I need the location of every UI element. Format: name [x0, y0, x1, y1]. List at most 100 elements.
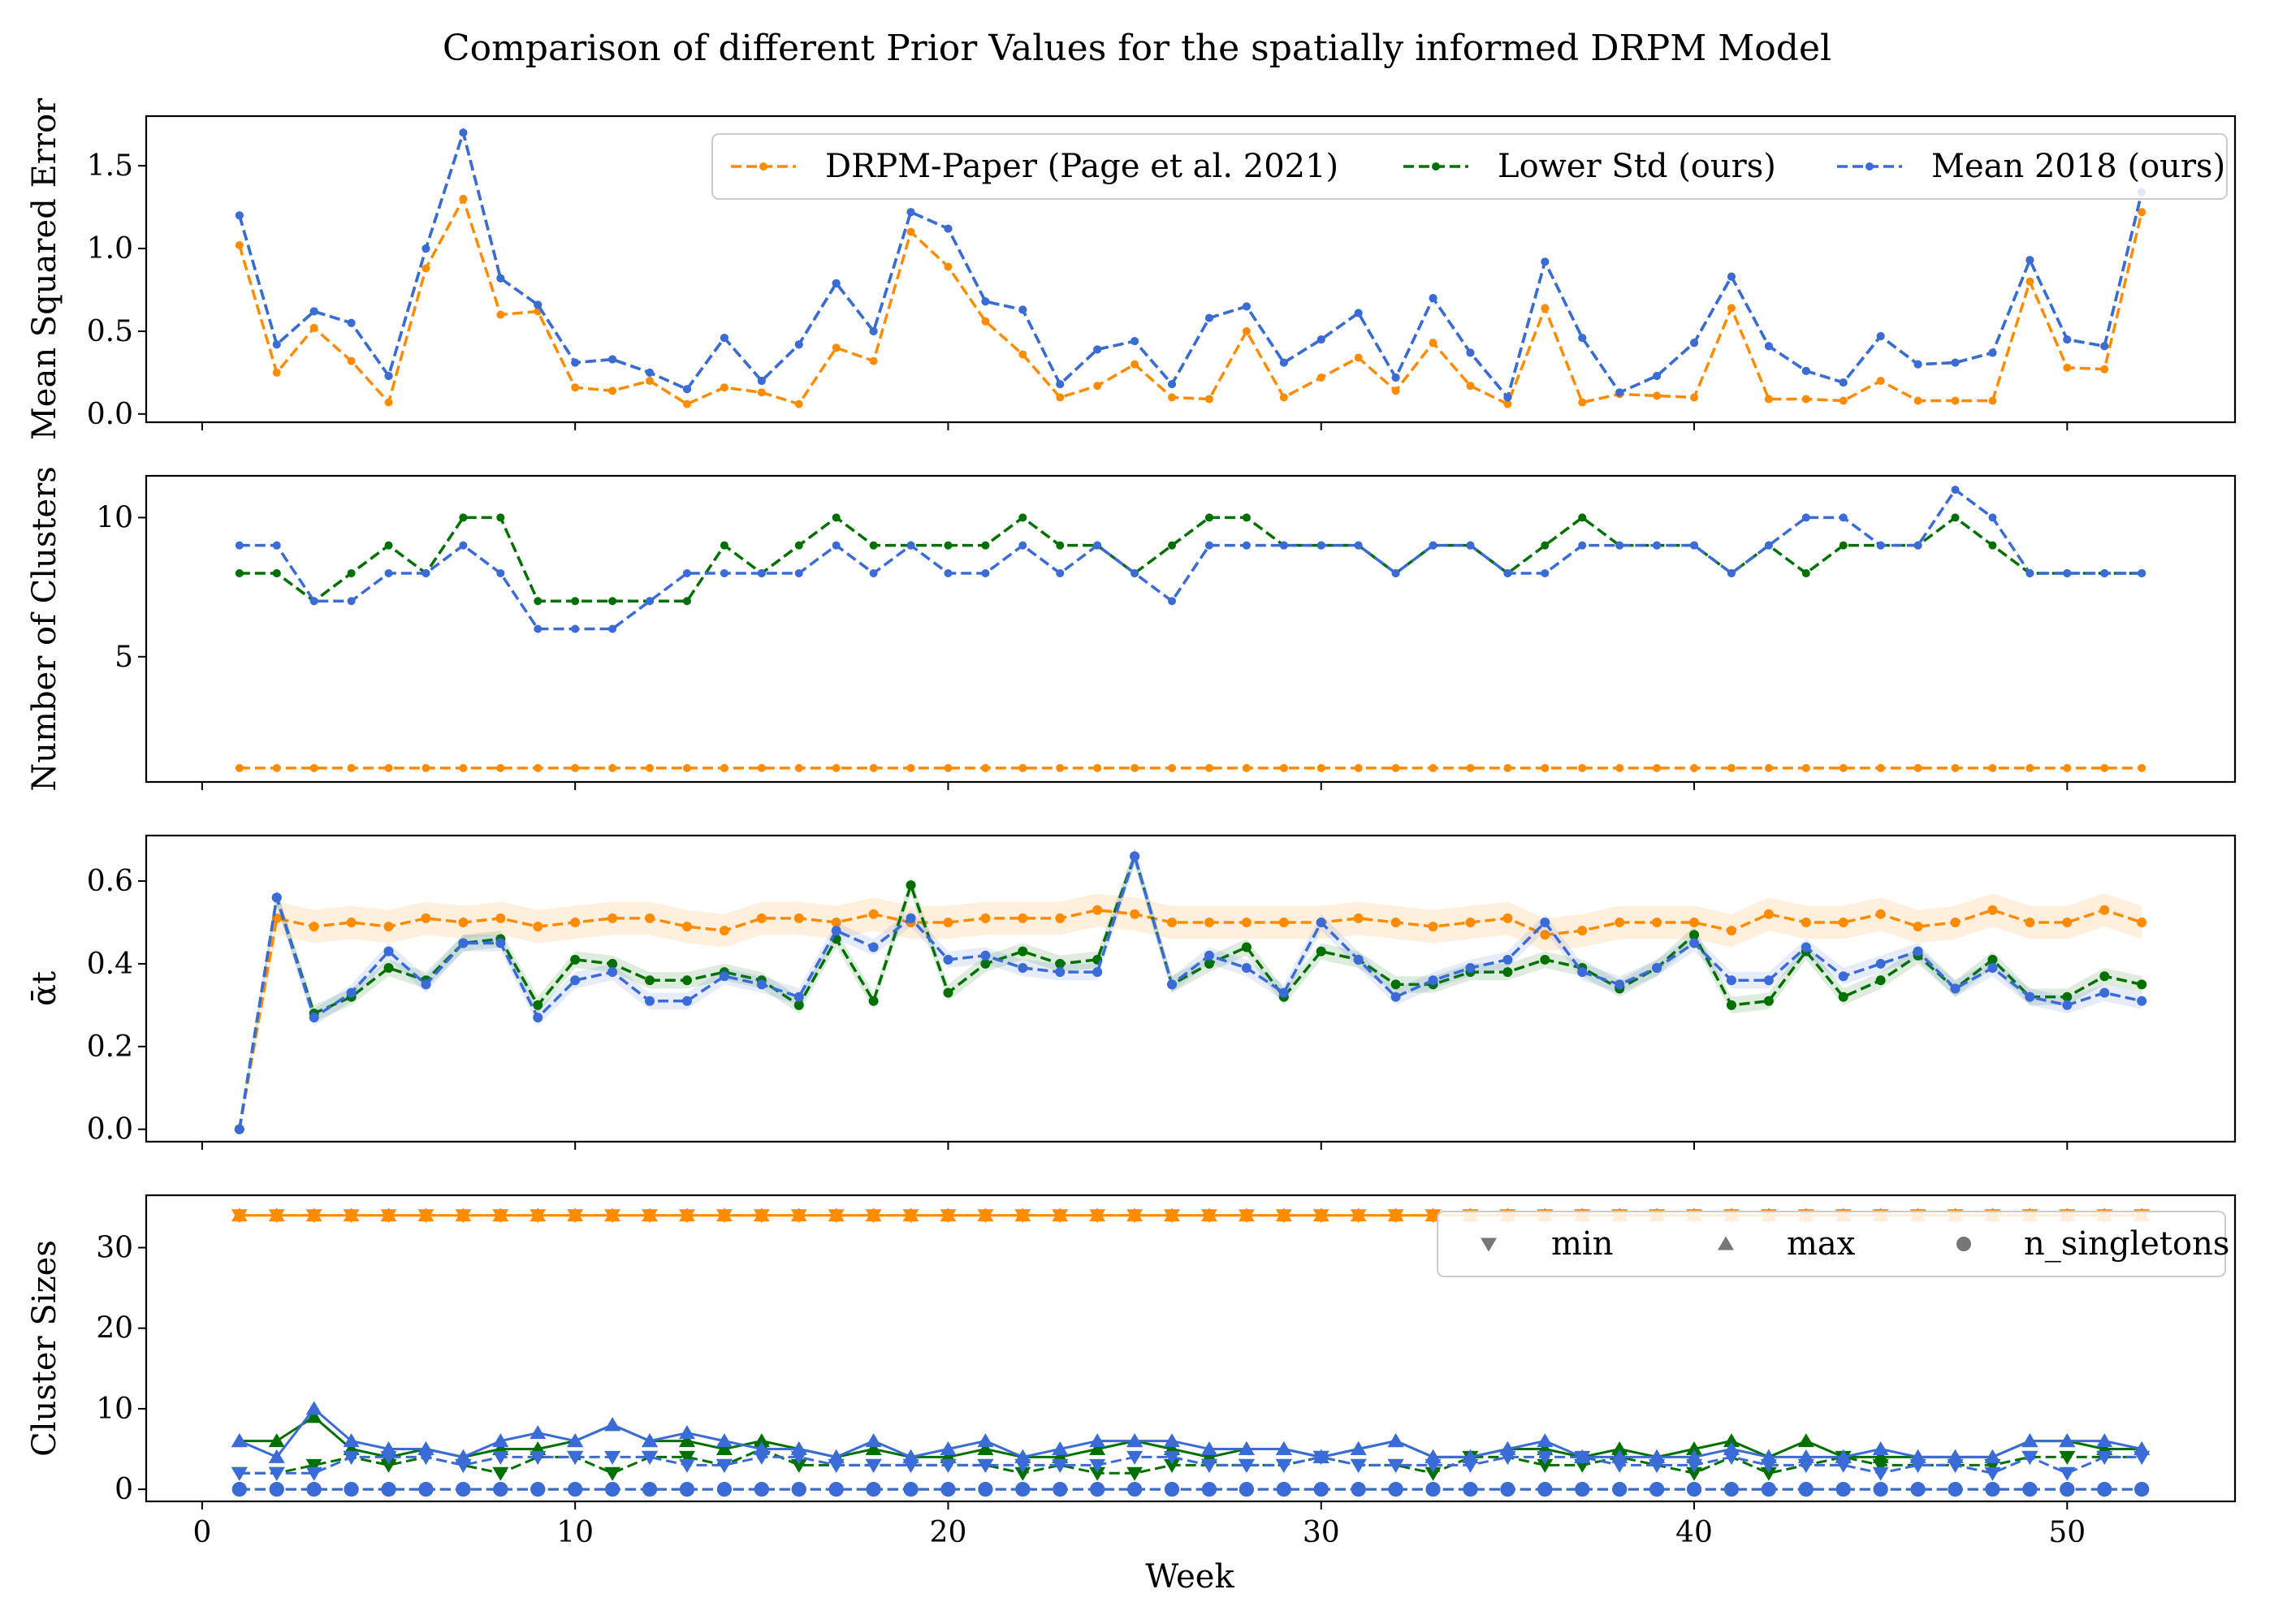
data-point: [1204, 395, 1213, 404]
data-point: [2062, 1000, 2073, 1010]
data-point: [571, 624, 580, 633]
data-point: [1316, 541, 1325, 550]
data-point: [2025, 917, 2035, 927]
max-marker: [1312, 1449, 1329, 1463]
data-point: [1279, 358, 1288, 367]
series-line: [238, 851, 2142, 1129]
max-marker: [1909, 1449, 1926, 1463]
panel-clusters: 5 10 Number of Clusters: [26, 466, 2237, 792]
data-point: [1540, 930, 1550, 940]
data-point: [1429, 541, 1437, 550]
data-point: [1465, 963, 1476, 974]
x-tick-label: 30: [1303, 1516, 1340, 1549]
min-marker: [2021, 1450, 2038, 1465]
x-tick-label: 0: [192, 1516, 211, 1549]
legend-label: Lower Std (ours): [1498, 148, 1776, 185]
data-point: [793, 991, 804, 1002]
singleton-marker: [716, 1482, 732, 1497]
data-point: [2100, 568, 2109, 577]
singleton-marker: [418, 1482, 434, 1497]
data-point: [1763, 996, 1774, 1006]
data-point: [1541, 304, 1550, 313]
singleton-marker: [269, 1482, 284, 1497]
max-marker: [2059, 1433, 2076, 1448]
data-point: [496, 274, 505, 283]
min-marker: [1164, 1458, 1181, 1473]
data-point: [1316, 917, 1326, 927]
data-point: [384, 763, 393, 772]
data-point: [1876, 377, 1885, 386]
data-point: [1502, 954, 1513, 965]
max-marker: [1984, 1449, 2001, 1463]
min-marker: [1089, 1466, 1106, 1481]
data-point: [1168, 597, 1177, 606]
series-drpm: [235, 763, 2146, 772]
singleton-marker: [1612, 1482, 1628, 1497]
data-point: [2138, 568, 2146, 577]
max-marker: [492, 1207, 509, 1222]
data-point: [1839, 763, 1848, 772]
max-marker: [1089, 1441, 1106, 1456]
y-axis-label: ᾱt: [26, 971, 63, 1006]
data-point: [794, 400, 803, 408]
min-marker: [231, 1466, 248, 1481]
figure-title: Comparison of different Prior Values for…: [443, 28, 1831, 69]
data-point: [1279, 393, 1288, 402]
series-drpm: [235, 194, 2146, 408]
legend-label: Mean 2018 (ours): [1931, 148, 2225, 185]
data-point: [1354, 309, 1363, 317]
data-point: [1689, 938, 1700, 948]
data-point: [309, 763, 318, 772]
min-marker: [1014, 1466, 1031, 1481]
data-point: [1950, 983, 1961, 994]
series-line: [238, 908, 2142, 1130]
data-point: [1167, 979, 1178, 990]
data-point: [1951, 358, 1960, 367]
data-point: [944, 224, 953, 233]
data-point: [793, 1000, 804, 1010]
data-point: [608, 763, 617, 772]
series-mean: [231, 1401, 2151, 1497]
max-marker: [604, 1417, 621, 1432]
max-marker: [231, 1207, 248, 1222]
data-point: [1354, 353, 1363, 362]
max-marker: [1052, 1441, 1069, 1456]
data-point: [832, 279, 841, 287]
data-point: [421, 979, 431, 990]
max-marker: [1686, 1441, 1703, 1456]
data-point: [1466, 541, 1475, 550]
min-marker: [977, 1458, 994, 1473]
min-marker: [1052, 1458, 1069, 1473]
series-drpm: [234, 893, 2147, 1134]
singleton-marker: [1090, 1482, 1105, 1497]
max-marker: [604, 1207, 621, 1222]
data-point: [906, 541, 915, 550]
data-point: [272, 763, 281, 772]
marker-legend: min max n_singletons: [1437, 1211, 2229, 1277]
min-marker: [1275, 1458, 1292, 1473]
data-point: [1689, 917, 1700, 927]
singleton-marker: [1723, 1482, 1739, 1497]
min-marker: [2096, 1450, 2113, 1465]
data-point: [1018, 946, 1028, 957]
data-point: [271, 892, 282, 903]
singleton-marker: [1873, 1482, 1888, 1497]
data-point: [1204, 763, 1213, 772]
singleton-marker: [1351, 1482, 1366, 1497]
y-tick-label: 20: [96, 1312, 133, 1345]
min-marker: [1350, 1458, 1367, 1473]
data-point: [1204, 513, 1213, 522]
data-point: [309, 307, 318, 316]
min-marker: [790, 1458, 807, 1473]
data-point: [1056, 393, 1065, 402]
data-point: [1578, 763, 1587, 772]
data-point: [720, 334, 728, 343]
data-point: [570, 975, 581, 986]
x-tick-label: 20: [930, 1516, 967, 1549]
singleton-marker: [493, 1482, 508, 1497]
data-point: [534, 624, 543, 633]
data-point: [646, 368, 655, 377]
data-point: [981, 763, 990, 772]
data-point: [869, 763, 878, 772]
